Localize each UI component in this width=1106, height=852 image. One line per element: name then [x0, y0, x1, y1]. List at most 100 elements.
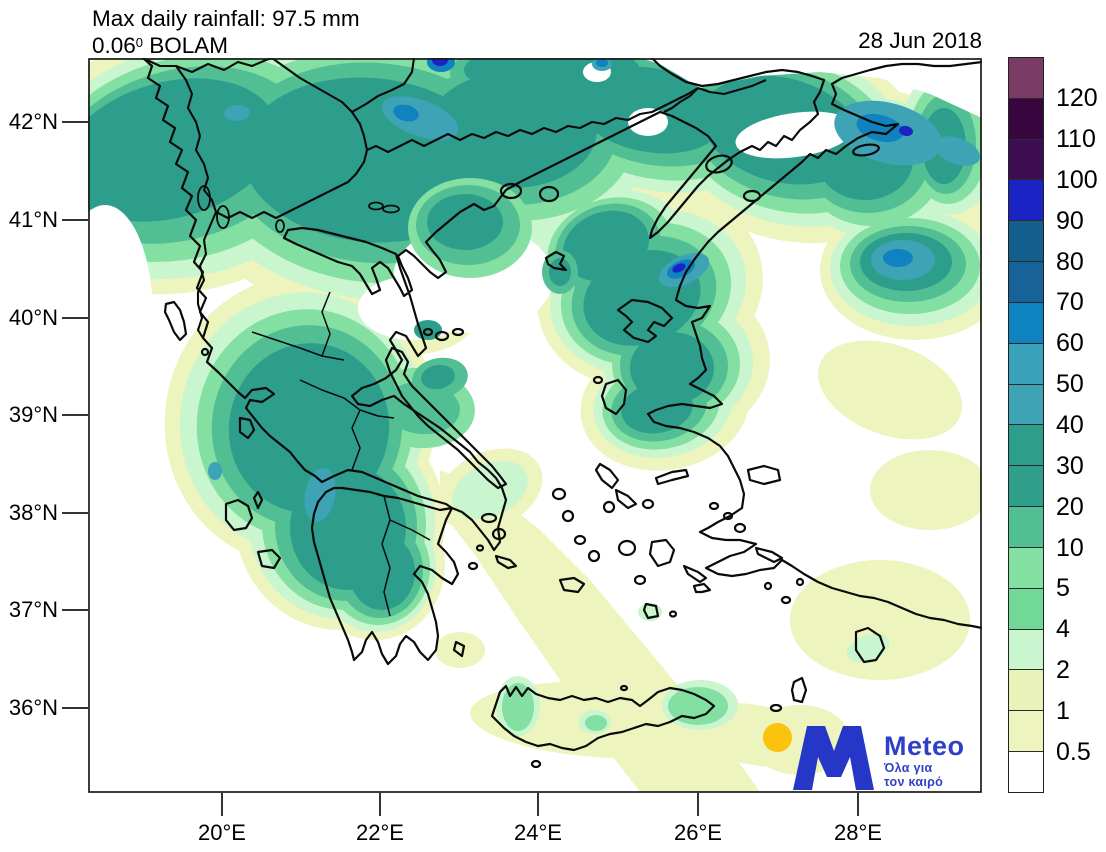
island-thasos	[499, 182, 523, 200]
colorbar-cell	[1009, 261, 1043, 302]
colorbar-cell	[1009, 587, 1043, 629]
island-zakynthos	[256, 548, 282, 570]
island-leros	[722, 511, 734, 521]
sun-icon	[763, 723, 792, 752]
island-milos	[558, 576, 586, 594]
model-name: BOLAM	[143, 33, 229, 58]
island-amorgos	[682, 564, 708, 584]
coastlines	[141, 56, 984, 769]
model-resolution: 0.06	[92, 33, 136, 58]
lon-tick	[379, 793, 381, 816]
island-mykonos	[641, 498, 655, 510]
lon-label-20e: 20°E	[198, 820, 246, 845]
island-aegina	[491, 527, 507, 541]
island-alonissos	[451, 327, 465, 337]
colorbar-cell	[1009, 97, 1043, 139]
logo-tagline-line1: Όλα για	[884, 761, 933, 775]
island-syros	[602, 500, 616, 514]
island-skopelos	[434, 330, 450, 342]
island-chios	[600, 378, 628, 416]
colorbar-cell	[1009, 138, 1043, 180]
colorbar-cell	[1009, 669, 1043, 711]
lon-tick	[221, 793, 223, 816]
lon-label-28e: 28°E	[834, 820, 882, 845]
degree-superscript: 0	[135, 35, 144, 50]
island-andros	[594, 462, 620, 490]
country-borders	[142, 57, 767, 339]
colorbar-label-100: 100	[1056, 166, 1098, 194]
border-macedonia-north	[271, 57, 369, 151]
island-lefkada	[238, 416, 256, 440]
island-spetses	[467, 561, 479, 571]
island-kea	[551, 487, 567, 501]
colorbar-label-110: 110	[1056, 125, 1096, 153]
colorbar-label-70: 70	[1056, 288, 1084, 316]
island-rhodes	[854, 626, 886, 664]
island-symi	[795, 577, 805, 587]
colorbar-cell	[1009, 546, 1043, 588]
lake-koronia	[368, 201, 384, 211]
colorbar-label-1: 1	[1056, 697, 1070, 725]
colorbar-label-4: 4	[1056, 615, 1070, 643]
island-psara	[592, 375, 604, 385]
island-ithaca	[252, 490, 264, 510]
island-serifos	[573, 534, 587, 546]
colorbar-cell	[1009, 383, 1043, 425]
colorbar-cell	[1009, 628, 1043, 670]
border-greece-north	[215, 87, 699, 220]
rainfall-colorbar	[1008, 57, 1044, 793]
island-samothraki	[538, 185, 560, 203]
island-paxoi	[200, 347, 210, 357]
border-bulgaria-turkey	[697, 79, 767, 96]
lake-volvi	[382, 204, 400, 214]
lat-label-39n: 39°N	[8, 402, 58, 427]
island-samos	[746, 464, 782, 486]
forecast-date: 28 Jun 2018	[858, 28, 982, 53]
lon-tick	[697, 793, 699, 816]
lake-vegoritida	[275, 219, 285, 233]
lat-tick	[62, 121, 88, 123]
lat-tick	[62, 609, 88, 611]
coast-anatolia	[646, 60, 984, 630]
coast-peloponnese	[310, 486, 460, 666]
lon-label-24e: 24°E	[514, 820, 562, 845]
island-tinos	[614, 488, 638, 510]
border-albania-east	[175, 65, 217, 213]
colorbar-cell	[1009, 751, 1043, 792]
island-corfu	[163, 300, 188, 342]
island-marmara	[852, 143, 880, 157]
meteo-m-icon	[793, 726, 874, 790]
logo-tagline-line2: τον καιρό	[884, 775, 944, 789]
colorbar-cell	[1009, 301, 1043, 343]
border-greece-turkey	[663, 87, 699, 113]
island-nisyros	[763, 581, 773, 591]
colorbar-cell	[1009, 58, 1043, 98]
lon-tick	[537, 793, 539, 816]
map-area	[8, 17, 1020, 793]
border-serbia-bulgaria	[351, 57, 416, 113]
colorbar-cell	[1009, 710, 1043, 752]
island-dia	[619, 684, 629, 692]
lat-label-42n: 42°N	[8, 109, 58, 134]
island-hydra	[494, 554, 518, 570]
island-lesbos	[616, 298, 674, 344]
island-skiathos	[422, 327, 434, 337]
island-crete	[490, 684, 716, 752]
colorbar-label-0p5: 0.5	[1056, 738, 1091, 766]
region-lines	[251, 291, 431, 617]
colorbar-label-30: 30	[1056, 452, 1084, 480]
island-sifnos	[587, 549, 601, 563]
island-anafi	[668, 610, 678, 618]
colorbar-cell	[1009, 424, 1043, 466]
lat-tick	[62, 414, 88, 416]
island-tilos	[780, 595, 792, 605]
island-evia	[384, 346, 508, 490]
colorbar-cell	[1009, 179, 1043, 221]
lat-label-37n: 37°N	[8, 597, 58, 622]
colorbar-label-2: 2	[1056, 656, 1070, 684]
map-frame	[88, 58, 982, 793]
island-bozcaada	[742, 189, 762, 203]
colorbar-cell	[1009, 342, 1043, 384]
colorbar-label-5: 5	[1056, 574, 1070, 602]
model-label: 0.060 BOLAM	[92, 31, 228, 58]
